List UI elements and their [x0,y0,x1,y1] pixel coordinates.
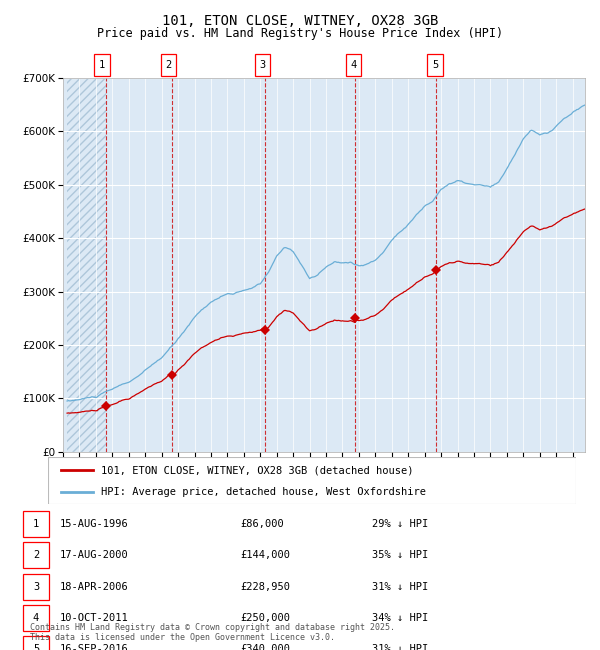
Text: 4: 4 [33,613,39,623]
Text: HPI: Average price, detached house, West Oxfordshire: HPI: Average price, detached house, West… [101,487,426,497]
Text: 5: 5 [33,644,39,650]
Text: £144,000: £144,000 [240,551,290,560]
Text: 16-SEP-2016: 16-SEP-2016 [60,644,129,650]
Text: 1: 1 [99,60,106,70]
Text: 2: 2 [33,551,39,560]
Text: 35% ↓ HPI: 35% ↓ HPI [372,551,428,560]
Text: 15-AUG-1996: 15-AUG-1996 [60,519,129,529]
Text: £250,000: £250,000 [240,613,290,623]
Text: 3: 3 [33,582,39,592]
Text: 1: 1 [33,519,39,529]
Text: £340,000: £340,000 [240,644,290,650]
Text: 18-APR-2006: 18-APR-2006 [60,582,129,592]
Text: 4: 4 [350,60,356,70]
Text: 29% ↓ HPI: 29% ↓ HPI [372,519,428,529]
Text: 34% ↓ HPI: 34% ↓ HPI [372,613,428,623]
Text: 31% ↓ HPI: 31% ↓ HPI [372,582,428,592]
Text: 31% ↓ HPI: 31% ↓ HPI [372,644,428,650]
Text: 101, ETON CLOSE, WITNEY, OX28 3GB (detached house): 101, ETON CLOSE, WITNEY, OX28 3GB (detac… [101,465,413,475]
Text: 2: 2 [166,60,172,70]
Text: £86,000: £86,000 [240,519,284,529]
Text: £228,950: £228,950 [240,582,290,592]
Text: 101, ETON CLOSE, WITNEY, OX28 3GB: 101, ETON CLOSE, WITNEY, OX28 3GB [162,14,438,29]
Text: 5: 5 [432,60,439,70]
Text: 10-OCT-2011: 10-OCT-2011 [60,613,129,623]
Text: Price paid vs. HM Land Registry's House Price Index (HPI): Price paid vs. HM Land Registry's House … [97,27,503,40]
Text: 3: 3 [259,60,266,70]
Text: Contains HM Land Registry data © Crown copyright and database right 2025.
This d: Contains HM Land Registry data © Crown c… [30,623,395,642]
Text: 17-AUG-2000: 17-AUG-2000 [60,551,129,560]
